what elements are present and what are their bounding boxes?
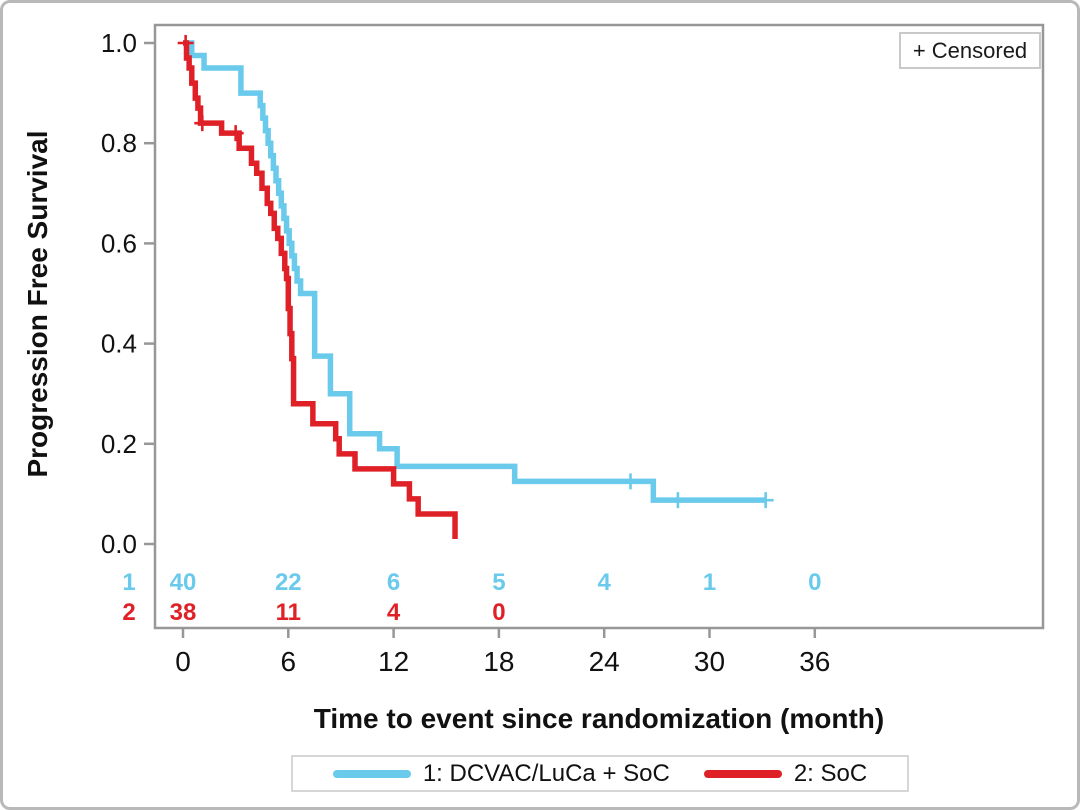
group1-legend-label: 1: DCVAC/LuCa + SoC	[422, 759, 670, 787]
km-plot-canvas: 0.00.20.40.60.81.00 6 12 18 24 30 361 40 22 6 5 4 1 0…	[101, 23, 1045, 677]
x-tick-label: 18	[483, 646, 514, 677]
at-risk-count: 40	[170, 569, 197, 596]
legend-item-group2: 2: SoC	[703, 759, 868, 788]
group2-legend-label: 2: SoC	[793, 759, 868, 787]
x-tick-label: 24	[589, 646, 620, 677]
y-tick-label: 0.2	[101, 429, 137, 459]
y-tick-label: 0.6	[101, 228, 137, 258]
at-risk-count: 0	[492, 599, 505, 626]
y-axis-title: Progression Free Survival	[22, 130, 53, 478]
y-tick-label: 1.0	[101, 28, 137, 58]
y-tick-label: 0.4	[101, 329, 137, 359]
censored-legend: + Censored	[899, 32, 1041, 69]
x-tick-label: 36	[799, 646, 830, 677]
x-tick-label: 0	[175, 646, 191, 677]
at-risk-count: 4	[387, 599, 401, 626]
plot-frame	[153, 23, 1045, 630]
at-risk-count: 0	[808, 569, 821, 596]
legend-item-group1: 1: DCVAC/LuCa + SoC	[332, 759, 670, 788]
at-risk-count: 22	[275, 569, 302, 596]
at-risk-count: 6	[387, 569, 400, 596]
group1-line-swatch	[332, 769, 411, 778]
x-tick-label: 30	[694, 646, 725, 677]
y-tick-label: 0.0	[101, 529, 137, 559]
x-tick-label: 12	[378, 646, 409, 677]
survival-curve-group2	[183, 40, 458, 539]
at-risk-count: 38	[170, 599, 197, 626]
at-risk-count: 11	[276, 599, 301, 626]
at-risk-row-label: 2	[122, 599, 135, 626]
at-risk-count: 5	[492, 569, 505, 596]
at-risk-row-label: 1	[122, 569, 135, 596]
censored-legend-label: + Censored	[912, 37, 1028, 63]
series-legend: 1: DCVAC/LuCa + SoC 2: SoC	[291, 755, 909, 792]
group2-line-swatch	[703, 769, 782, 778]
at-risk-count: 1	[703, 569, 716, 596]
x-axis-title: Time to event since randomization (month…	[313, 703, 885, 734]
survival-curve-group1	[183, 40, 766, 503]
x-tick-label: 6	[281, 646, 297, 677]
at-risk-count: 4	[598, 569, 612, 596]
y-tick-label: 0.8	[101, 128, 137, 158]
